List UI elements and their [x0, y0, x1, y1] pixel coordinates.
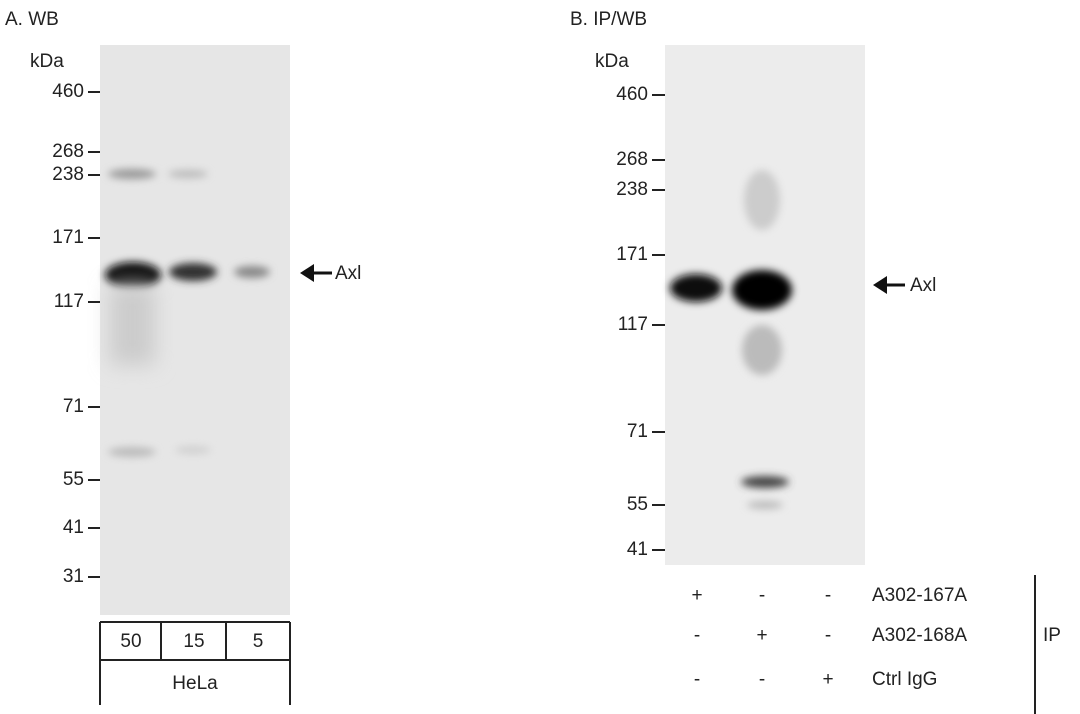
panel-title: A. WB: [5, 9, 59, 30]
marker-label: 41: [627, 539, 648, 560]
marker-label: 41: [63, 517, 84, 538]
target-label: Axl: [335, 263, 361, 284]
marker-label: 71: [627, 421, 648, 442]
panel-title: B. IP/WB: [570, 9, 647, 30]
condition-mark: +: [691, 585, 702, 606]
lane-box: [99, 575, 1036, 714]
marker-label: 171: [52, 227, 84, 248]
marker-label: 171: [616, 244, 648, 265]
unit-label: kDa: [30, 51, 64, 72]
marker-label: 460: [52, 81, 84, 102]
lane-label: 5: [253, 631, 264, 652]
condition-mark: +: [822, 669, 833, 690]
lane-label: 15: [183, 631, 204, 652]
row-label: A302-167A: [872, 585, 967, 606]
marker-label: 460: [616, 84, 648, 105]
condition-mark: +: [756, 625, 767, 646]
group-label: IP: [1043, 625, 1061, 646]
bands-b: [670, 170, 792, 509]
arrows: [300, 264, 905, 294]
unit-label: kDa: [595, 51, 629, 72]
condition-mark: -: [825, 585, 831, 606]
lane-label: 50: [120, 631, 141, 652]
row-label: Ctrl IgG: [872, 669, 937, 690]
condition-mark: -: [759, 669, 765, 690]
marker-label: 268: [616, 149, 648, 170]
marker-label: 71: [63, 396, 84, 417]
condition-mark: -: [825, 625, 831, 646]
marker-label: 55: [63, 469, 84, 490]
target-label: Axl: [910, 275, 936, 296]
marker-label: 117: [618, 314, 648, 335]
sample-label: HeLa: [172, 673, 218, 694]
condition-mark: -: [759, 585, 765, 606]
marker-label: 117: [54, 291, 84, 312]
marker-label: 55: [627, 494, 648, 515]
marker-label: 31: [63, 566, 84, 587]
condition-mark: -: [694, 625, 700, 646]
row-label: A302-168A: [872, 625, 967, 646]
smear: [110, 285, 155, 365]
condition-mark: -: [694, 669, 700, 690]
marker-label: 238: [52, 164, 84, 185]
marker-label: 238: [616, 179, 648, 200]
bands-a: [105, 169, 270, 457]
marker-label: 268: [52, 141, 84, 162]
